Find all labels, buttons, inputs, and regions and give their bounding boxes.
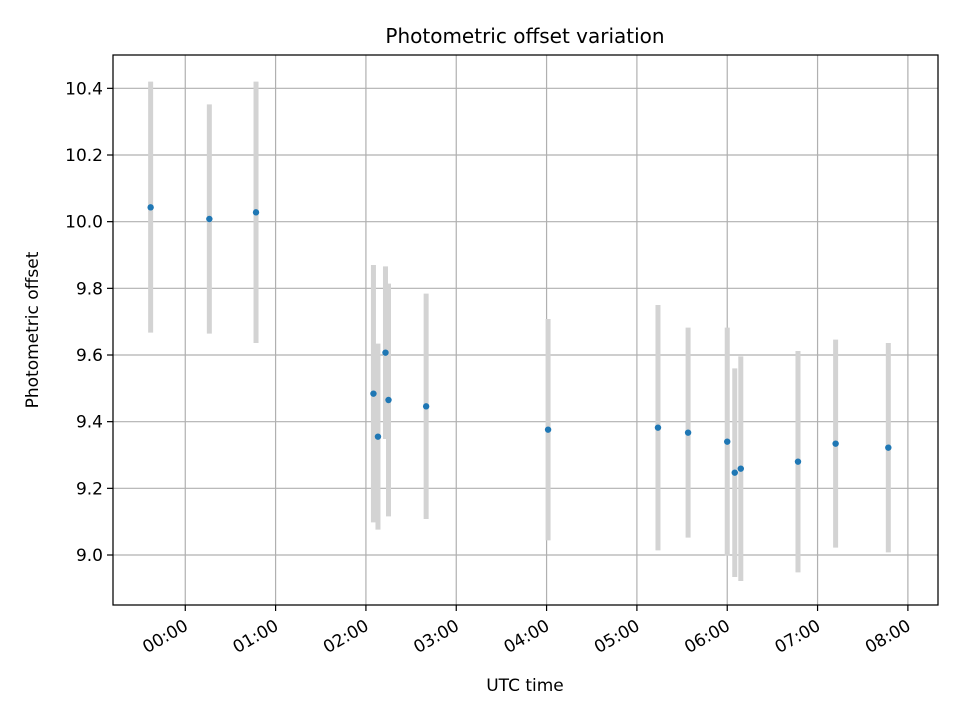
x-tick-label: 05:00	[591, 616, 643, 658]
y-axis-ticks: 9.0 9.2 9.4 9.6 9.8 10.0 10.2 10.4	[65, 79, 113, 566]
x-tick-label: 01:00	[230, 616, 282, 658]
data-point	[544, 426, 552, 433]
data-point	[370, 390, 377, 397]
y-tick-label: 9.2	[76, 479, 103, 499]
y-tick-label: 10.4	[65, 79, 103, 99]
data-points	[147, 204, 892, 476]
data-point	[206, 215, 213, 223]
data-point	[252, 209, 260, 216]
x-tick-label: 04:00	[501, 616, 553, 658]
x-axis-ticks: 00:00 01:00 02:00 03:00 04:00 05:00 06:00 07:00…	[139, 605, 914, 658]
data-point	[147, 204, 154, 211]
x-tick-label: 02:00	[320, 616, 372, 658]
y-tick-label: 9.4	[76, 413, 103, 433]
x-tick-label: 07:00	[772, 616, 824, 658]
data-point	[422, 403, 430, 410]
y-tick-label: 9.0	[76, 546, 103, 566]
grid-lines	[113, 55, 938, 605]
data-point	[832, 440, 839, 447]
data-point	[684, 429, 692, 436]
y-tick-label: 9.6	[76, 346, 103, 366]
data-point	[374, 433, 382, 440]
y-tick-label: 10.2	[65, 146, 103, 166]
data-point	[737, 465, 744, 472]
data-point	[385, 396, 392, 404]
x-axis-label: UTC time	[486, 676, 564, 696]
y-axis-label: Photometric offset	[23, 251, 43, 408]
error-bars	[148, 81, 891, 581]
data-point	[724, 438, 731, 445]
data-point	[382, 349, 389, 356]
y-tick-label: 9.8	[76, 279, 103, 299]
data-point	[794, 458, 802, 465]
x-tick-label: 03:00	[410, 616, 462, 658]
data-point	[731, 469, 738, 476]
chart-title: Photometric offset variation	[385, 24, 664, 48]
plot-frame	[112, 54, 939, 606]
y-tick-label: 10.0	[65, 213, 103, 233]
x-tick-label: 08:00	[862, 616, 914, 658]
data-point	[654, 424, 662, 431]
data-point	[885, 444, 892, 451]
x-tick-label: 00:00	[139, 616, 191, 658]
x-tick-label: 06:00	[681, 616, 733, 658]
